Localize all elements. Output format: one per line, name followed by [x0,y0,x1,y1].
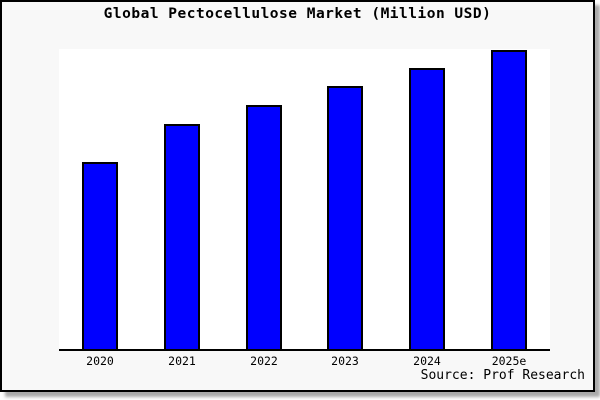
bar-2024 [409,68,445,349]
bar-2021 [164,124,200,349]
bar-2022 [246,105,282,349]
x-tick-label-2025e: 2025e [491,354,527,368]
chart-figure: Global Pectocellulose Market (Million US… [0,0,595,392]
x-tick-label-2024: 2024 [413,354,441,368]
x-axis-tick-labels: 2020 2021 2022 2023 2024 2025e [59,354,550,370]
bar-2020 [82,162,118,349]
plot-area [59,49,550,351]
source-attribution: Source: Prof Research [420,368,585,383]
bar-2023 [327,86,363,349]
chart-title: Global Pectocellulose Market (Million US… [103,6,492,22]
x-tick-label-2022: 2022 [250,354,278,368]
x-tick-label-2023: 2023 [331,354,359,368]
x-tick-label-2021: 2021 [168,354,196,368]
x-tick-label-2020: 2020 [86,354,114,368]
bar-2025e [491,50,527,349]
